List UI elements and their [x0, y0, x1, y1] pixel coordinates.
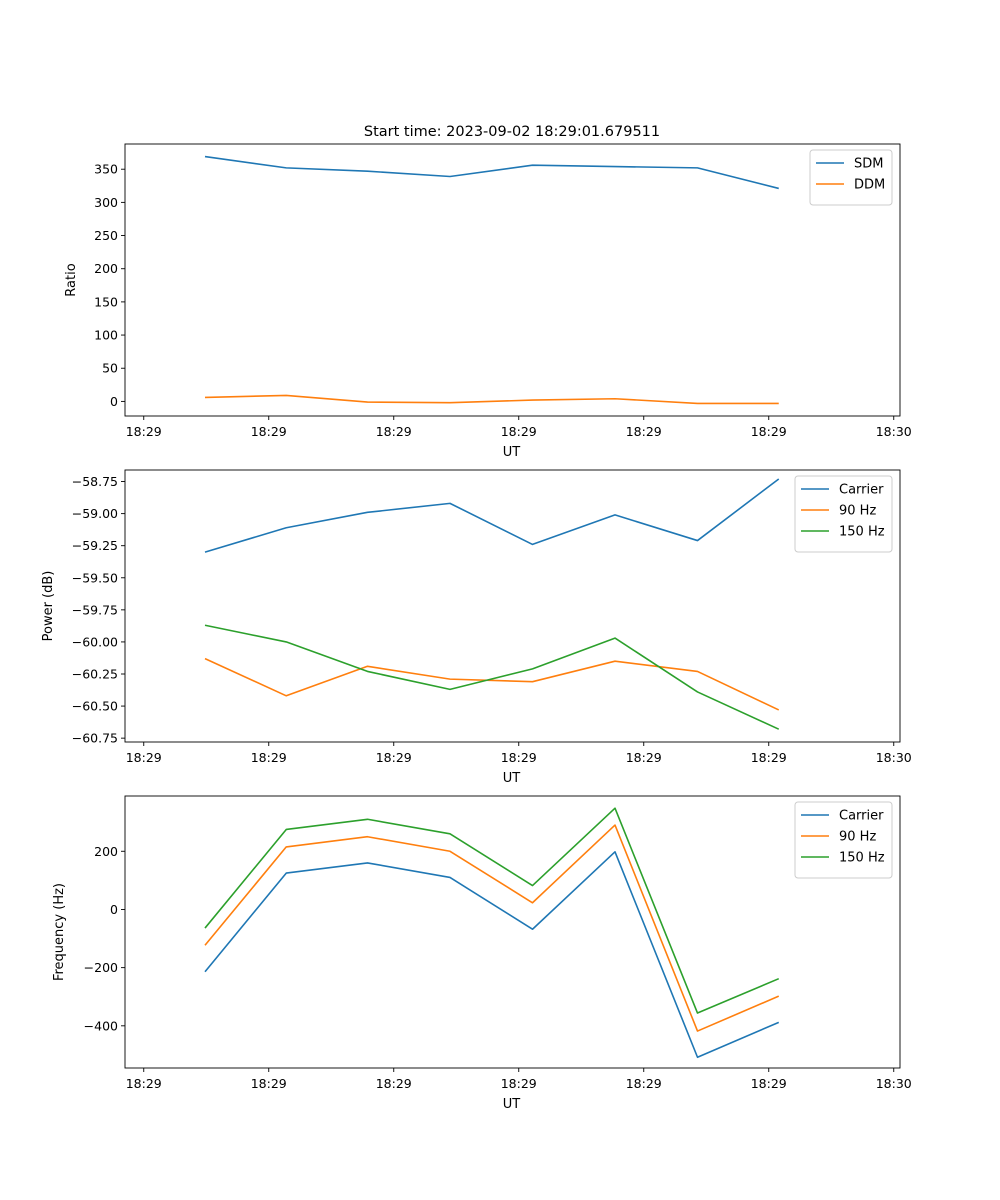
power-y-tick-label: −59.50 — [72, 570, 118, 585]
frequency-x-tick-label: 18:29 — [376, 1076, 412, 1091]
power-y-tick-label: −59.00 — [72, 506, 118, 521]
ratio-y-tick-label: 150 — [94, 294, 118, 309]
frequency-y-axis-label: Frequency (Hz) — [52, 883, 67, 981]
frequency-legend-label-150-hz: 150 Hz — [839, 851, 885, 866]
frequency-axes-frame — [124, 795, 901, 1069]
ratio-y-tick-label: 50 — [102, 361, 118, 376]
ratio-legend-label-sdm: SDM — [854, 157, 883, 172]
ratio-y-tick-label: 0 — [110, 394, 118, 409]
frequency-legend: Carrier 90 Hz 150 Hz — [794, 801, 893, 879]
frequency-legend-box — [794, 801, 893, 879]
frequency-x-tick-label: 18:29 — [126, 1076, 162, 1091]
frequency-series-90-hz — [204, 824, 780, 1032]
power-x-tick-label: 18:29 — [751, 750, 787, 765]
panel-frequency: 18:29 18:29 18:29 18:29 18:29 18:29 18:30 −400 −… — [52, 795, 912, 1112]
ratio-y-tick-label: 200 — [94, 261, 118, 276]
power-y-tick-label: −59.75 — [72, 602, 118, 617]
ratio-y-tick-label: 300 — [94, 195, 118, 210]
ratio-series-sdm — [204, 155, 779, 190]
ratio-y-tick-label: 100 — [94, 328, 118, 343]
ratio-x-tick-label: 18:29 — [626, 424, 662, 439]
power-y-tick-label: −60.25 — [72, 667, 118, 682]
frequency-y-tick-label: 200 — [94, 844, 118, 859]
power-x-tick-label: 18:29 — [251, 750, 287, 765]
power-legend-label-90-hz: 90 Hz — [839, 504, 876, 519]
ratio-legend-label-ddm: DDM — [854, 178, 885, 193]
frequency-legend-label-90-hz: 90 Hz — [839, 830, 876, 845]
ratio-y-axis-label: Ratio — [64, 263, 79, 296]
frequency-x-tick-label: 18:29 — [626, 1076, 662, 1091]
panel-power: 18:29 18:29 18:29 18:29 18:29 18:29 18:30 −60.7… — [41, 469, 912, 786]
power-y-tick-label: −60.00 — [72, 634, 118, 649]
frequency-x-tick-label: 18:29 — [751, 1076, 787, 1091]
power-series-90-hz — [204, 657, 780, 711]
frequency-legend-label-carrier: Carrier — [839, 809, 884, 824]
power-x-tick-label: 18:29 — [126, 750, 162, 765]
power-x-tick-label: 18:30 — [876, 750, 912, 765]
frequency-x-axis-label: UT — [503, 1097, 521, 1112]
power-x-axis-label: UT — [503, 771, 521, 786]
frequency-series-carrier — [204, 851, 780, 1059]
power-y-tick-label: −60.75 — [72, 731, 118, 746]
frequency-series-150-hz — [204, 807, 780, 1014]
frequency-x-tick-label: 18:30 — [876, 1076, 912, 1091]
ratio-x-tick-label: 18:29 — [376, 424, 412, 439]
panel-ratio: 18:29 18:29 18:29 18:29 18:29 18:29 18:30 0 50 10… — [64, 143, 912, 460]
power-legend-label-150-hz: 150 Hz — [839, 525, 885, 540]
ratio-y-tick-label: 250 — [94, 228, 118, 243]
power-legend: Carrier 90 Hz 150 Hz — [794, 475, 893, 553]
power-series-carrier — [204, 478, 780, 553]
ratio-series-ddm — [204, 394, 779, 405]
power-x-tick-label: 18:29 — [501, 750, 537, 765]
ratio-x-tick-label: 18:29 — [751, 424, 787, 439]
frequency-y-tick-label: −400 — [84, 1018, 118, 1033]
ratio-x-tick-label: 18:29 — [126, 424, 162, 439]
power-y-tick-label: −58.75 — [72, 474, 118, 489]
power-legend-label-carrier: Carrier — [839, 483, 884, 498]
power-legend-box — [794, 475, 893, 553]
ratio-axes-frame — [124, 143, 901, 417]
ratio-legend: SDM DDM — [809, 149, 893, 206]
ratio-x-tick-label: 18:30 — [876, 424, 912, 439]
frequency-x-tick-label: 18:29 — [251, 1076, 287, 1091]
power-y-tick-label: −59.25 — [72, 538, 118, 553]
ratio-x-tick-label: 18:29 — [251, 424, 287, 439]
ratio-y-tick-label: 350 — [94, 162, 118, 177]
power-series-150-hz — [204, 624, 780, 730]
ratio-x-tick-label: 18:29 — [501, 424, 537, 439]
power-y-tick-label: −60.50 — [72, 699, 118, 714]
ratio-x-axis-label: UT — [503, 445, 521, 460]
figure-title: Start time: 2023-09-02 18:29:01.679511 — [364, 124, 660, 140]
power-axes-frame — [124, 469, 901, 743]
frequency-y-tick-label: −200 — [84, 960, 118, 975]
power-y-axis-label: Power (dB) — [41, 571, 56, 642]
frequency-x-tick-label: 18:29 — [501, 1076, 537, 1091]
power-x-tick-label: 18:29 — [376, 750, 412, 765]
power-x-tick-label: 18:29 — [626, 750, 662, 765]
frequency-y-tick-label: 0 — [110, 902, 118, 917]
